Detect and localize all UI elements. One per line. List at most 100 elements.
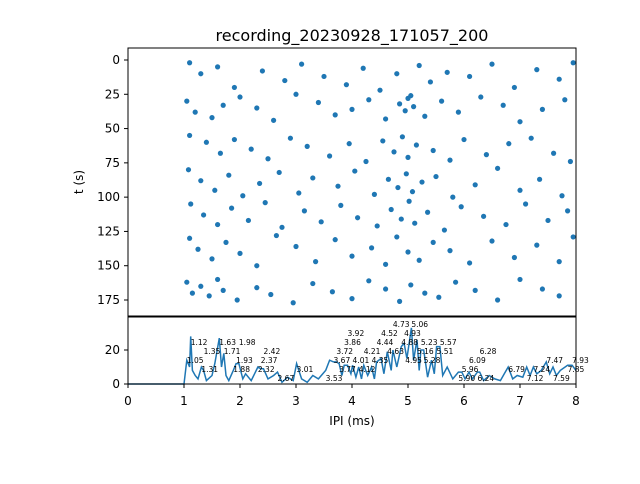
scatter-point — [503, 221, 509, 228]
scatter-point — [441, 227, 447, 233]
scatter-point — [223, 239, 229, 245]
scatter-point — [545, 217, 551, 224]
scatter-point — [338, 202, 344, 208]
scatter-point — [198, 71, 204, 77]
scatter-point — [315, 99, 321, 106]
scatter-point — [262, 200, 268, 206]
scatter-point — [184, 279, 190, 285]
scatter-point — [279, 224, 285, 230]
scatter-point — [406, 198, 412, 204]
peak-label: 5.90 — [458, 374, 475, 383]
scatter-point — [534, 242, 540, 248]
peak-label: 4.12 — [359, 365, 376, 374]
scatter-point — [517, 187, 523, 193]
scatter-point — [245, 217, 251, 224]
chart-title: recording_20230928_171057_200 — [216, 26, 489, 46]
scatter-point — [327, 153, 333, 159]
scatter-point — [282, 77, 288, 84]
x-tick-label: 2 — [236, 394, 244, 408]
scatter-point — [321, 73, 327, 80]
scatter-point — [189, 290, 195, 296]
scatter-point — [201, 212, 207, 218]
scatter-point — [388, 206, 394, 213]
peak-label: 1.98 — [239, 338, 256, 347]
scatter-point — [430, 147, 436, 154]
peak-label: 4.95 — [405, 356, 422, 365]
scatter-point — [559, 193, 565, 199]
peak-label: 7.24 — [533, 365, 550, 374]
peak-label: 4.73 — [393, 320, 410, 329]
scatter-point — [185, 167, 192, 173]
histogram-y-ticks: 0 20 — [105, 343, 128, 391]
scatter-point — [419, 179, 425, 185]
scatter-point — [310, 175, 316, 181]
peak-label: 2.67 — [278, 374, 295, 383]
scatter-point — [195, 246, 201, 252]
peak-label: 2.42 — [264, 347, 281, 356]
scatter-point — [198, 178, 204, 184]
x-tick-label: 0 — [124, 394, 132, 408]
scatter-point — [467, 73, 473, 80]
y-tick-label: 100 — [97, 190, 120, 204]
peak-label: 1.05 — [187, 356, 204, 365]
scatter-point — [395, 184, 401, 191]
scatter-point — [472, 287, 478, 293]
scatter-point — [332, 112, 338, 118]
scatter-point — [349, 253, 355, 259]
scatter-point — [539, 106, 546, 112]
scatter-point — [408, 93, 414, 99]
x-tick-label: 6 — [460, 394, 468, 408]
peak-label: 1.12 — [191, 338, 208, 347]
peak-label: 6.28 — [480, 347, 497, 356]
peak-label: 2.32 — [258, 365, 275, 374]
scatter-point — [254, 285, 260, 291]
scatter-point — [203, 139, 209, 145]
scatter-point — [403, 171, 409, 177]
scatter-point — [397, 298, 403, 304]
peak-label: 1.63 — [219, 338, 236, 347]
scatter-point — [188, 201, 194, 207]
scatter-point — [537, 176, 543, 182]
y-tick-label: 0 — [112, 377, 120, 391]
scatter-point — [215, 276, 221, 283]
scatter-point — [385, 176, 391, 182]
scatter-point — [220, 102, 226, 108]
scatter-point — [495, 297, 501, 303]
scatter-point — [352, 168, 358, 174]
scatter-point — [556, 259, 562, 265]
scatter-point — [226, 172, 232, 178]
peak-label: 3.77 — [339, 365, 356, 374]
peak-label: 7.59 — [553, 374, 570, 383]
peak-label: 4.21 — [364, 347, 381, 356]
scatter-axes: 0 25 50 75 100 125 150 175 t (s) — [72, 47, 577, 317]
peak-label: 2.37 — [261, 356, 278, 365]
scatter-point — [206, 293, 212, 299]
peak-label: 1.31 — [201, 365, 218, 374]
scatter-point — [433, 173, 439, 180]
scatter-point — [411, 104, 417, 110]
scatter-point — [399, 134, 405, 140]
scatter-point — [416, 257, 422, 263]
scatter-point — [567, 158, 574, 165]
peak-label: 7.93 — [572, 356, 589, 365]
scatter-point — [371, 191, 377, 197]
scatter-point — [483, 152, 489, 158]
x-tick-label: 8 — [572, 394, 580, 408]
scatter-point — [366, 97, 372, 103]
peak-labels: 1.05 1.12 1.31 1.351.631.71 1.881.93 1.98 2.32… — [187, 320, 589, 383]
scatter-point — [517, 276, 523, 283]
peak-label: 5.28 — [424, 356, 441, 365]
scatter-point — [398, 216, 404, 222]
scatter-point — [304, 143, 310, 149]
scatter-point — [265, 156, 271, 162]
scatter-point — [523, 201, 529, 207]
scatter-point — [511, 84, 517, 91]
scatter-point — [248, 146, 254, 152]
y-tick-label: 150 — [97, 259, 120, 273]
scatter-y-ticks: 0 25 50 75 100 125 150 175 — [97, 53, 128, 307]
scatter-point — [231, 84, 237, 91]
scatter-point — [444, 69, 450, 75]
scatter-point — [335, 183, 341, 189]
scatter-point — [412, 220, 418, 226]
histogram-x-ticks: 0 1 2 3 4 5 6 7 8 — [124, 384, 580, 408]
